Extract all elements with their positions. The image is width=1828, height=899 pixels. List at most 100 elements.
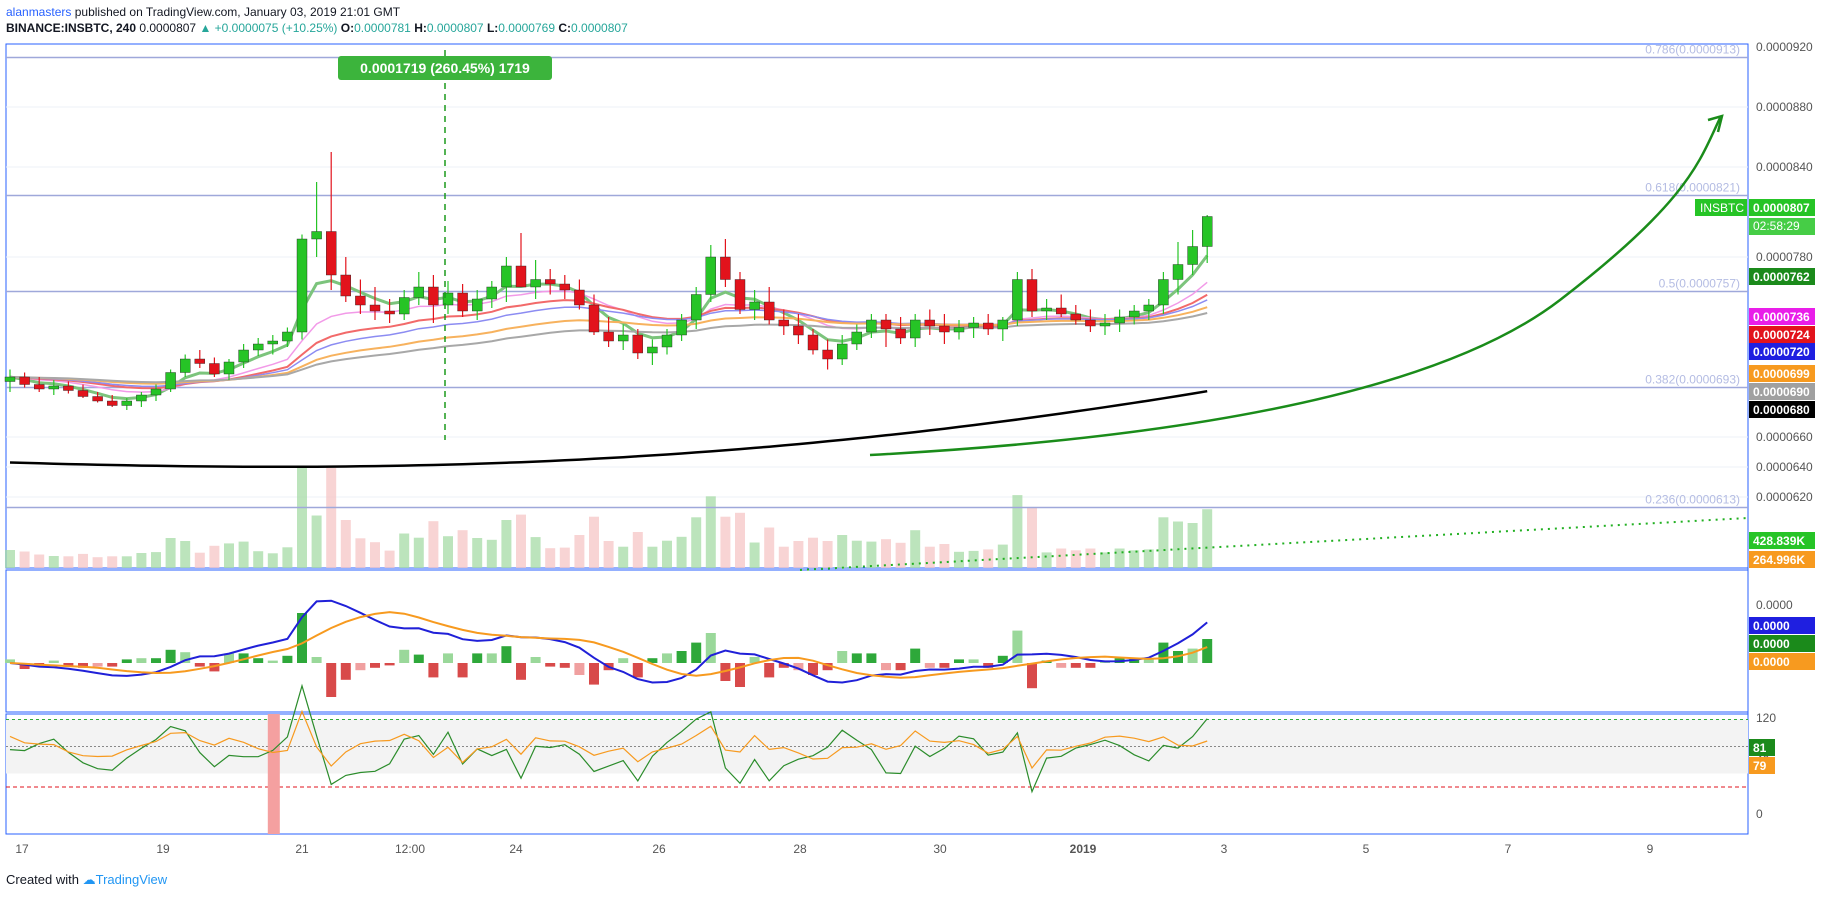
macd-histogram-bar (340, 663, 351, 680)
volume-bar (808, 537, 818, 568)
candles (4, 152, 1213, 410)
volume-bar (399, 533, 410, 568)
volume-bar (326, 468, 337, 568)
macd-histogram-bar (676, 651, 687, 663)
candle-body (399, 297, 410, 315)
brand-link[interactable]: TradingView (95, 872, 168, 887)
macd-histogram-bar (413, 654, 424, 663)
candle-body (530, 279, 541, 288)
volume-bar (851, 540, 862, 568)
volume-bar (1085, 548, 1096, 568)
overlays: 0.0001719 (260.45%) 1719 (338, 50, 1749, 571)
candle-body (822, 349, 833, 360)
projection-arrow (869, 117, 1722, 457)
candle-body (428, 286, 439, 306)
volume-bar (910, 530, 921, 568)
macd-histogram-bar (939, 663, 950, 668)
macd-histogram-bar (1056, 663, 1067, 668)
countdown-tag (1749, 218, 1815, 235)
volume-bar (63, 556, 74, 568)
candle-body (734, 279, 746, 310)
candle-body (1055, 307, 1067, 315)
low-label: L: (486, 21, 499, 35)
close-label: C: (558, 21, 572, 35)
volume-bar (151, 552, 161, 568)
footer: Created with ☁TradingView (6, 872, 167, 888)
macd-histogram-bar (749, 657, 760, 663)
macd-histogram-bar (501, 646, 512, 663)
time-axis[interactable]: 17 19 21 12:00 24 26 28 30 2019 3 5 7 9 (15, 842, 1653, 856)
macd-histogram-bar (545, 663, 556, 667)
macd-histogram-bar (151, 658, 161, 663)
volume-bar (19, 551, 30, 568)
countdown-label: 02:58:29 (1753, 219, 1800, 233)
time-tick-label: 5 (1363, 842, 1370, 856)
candle-body (384, 310, 395, 315)
candle-body (296, 238, 308, 333)
candle-body (939, 325, 950, 333)
candle-body (106, 400, 118, 406)
time-tick-label: 19 (156, 842, 170, 856)
volume-bar (107, 556, 118, 568)
price-tag-value: 0.0000807 (1753, 201, 1810, 215)
author-link[interactable]: alanmasters (6, 5, 72, 19)
candle-body (457, 292, 468, 312)
volume-bar (822, 541, 833, 568)
candle-body (895, 328, 906, 339)
macd-histogram-bar (63, 663, 74, 667)
macd-tag (1749, 653, 1815, 670)
volume-bar (1041, 552, 1052, 568)
volume-bar (997, 544, 1008, 568)
volume-bar (778, 546, 789, 568)
volume-bar (48, 556, 59, 568)
measure-box[interactable] (338, 56, 552, 80)
candle-body (136, 394, 147, 402)
macd-histogram-bar (1085, 663, 1096, 668)
candle-body (179, 358, 191, 373)
macd-histogram-bar (121, 659, 132, 663)
candle-body (603, 331, 614, 342)
time-tick-label: 3 (1221, 842, 1228, 856)
volume-bar (574, 535, 585, 568)
candle-body (472, 298, 483, 312)
price-tag (1749, 365, 1815, 382)
candle-body (632, 334, 643, 354)
candle-body (1114, 316, 1125, 324)
macd-histogram-bar (837, 651, 848, 663)
time-tick-label: 7 (1505, 842, 1512, 856)
volume-bar (370, 542, 380, 568)
macd-tick-label: 0.0000 (1756, 598, 1793, 612)
candle-body (267, 340, 278, 345)
volume-bar (632, 532, 643, 568)
macd-tag-value: 0.0000 (1753, 619, 1790, 633)
volume-bar (618, 546, 629, 568)
volume-bar (924, 546, 935, 568)
candle-body (924, 319, 935, 327)
grid (6, 106, 1748, 498)
price-tag-value: 0.0000762 (1753, 270, 1810, 284)
candle-body (515, 265, 527, 288)
macd-tag (1749, 635, 1815, 652)
price-tag (1749, 199, 1815, 216)
volume-bar (516, 514, 526, 568)
volume-bar (472, 538, 483, 568)
volume-bar (1012, 495, 1023, 568)
rsi-tag-value: 81 (1753, 741, 1767, 755)
volume-bar (530, 537, 541, 568)
macd-histogram-bar (983, 663, 994, 668)
macd-histogram-bar (443, 653, 453, 663)
volume-bar (939, 544, 950, 568)
volume-bar (78, 553, 88, 568)
price-axis[interactable]: 0.0000920 0.0000880 0.0000840 0.0000780 0.00… (1756, 40, 1813, 504)
volume-bar (340, 520, 351, 568)
volume-bar (705, 496, 716, 568)
macd-tag-value: 0.0000 (1753, 637, 1790, 651)
candle-body (983, 322, 994, 330)
macd-histogram-bar (238, 653, 249, 663)
price-change: ▲ +0.0000075 (+10.25%) (199, 21, 338, 35)
volume-bar (413, 537, 424, 568)
time-tick-label: 9 (1647, 842, 1654, 856)
macd-histogram-bar (851, 653, 862, 663)
volume-bar (224, 543, 234, 568)
